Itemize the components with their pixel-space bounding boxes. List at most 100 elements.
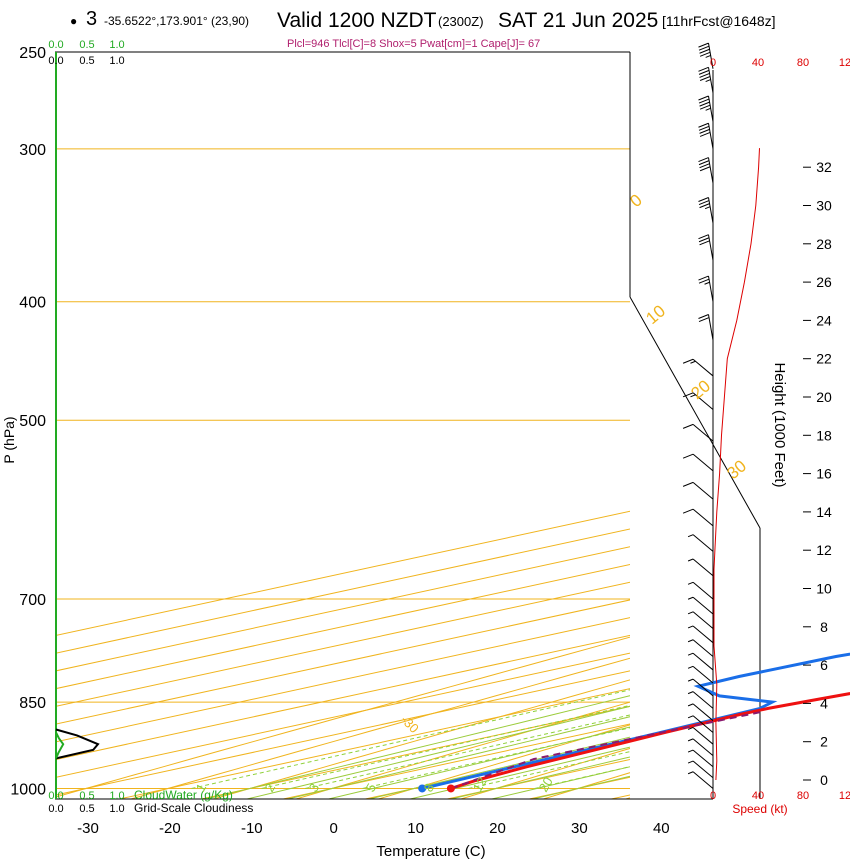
- wind-barb: [687, 581, 714, 600]
- dry-adiabat-label: 30: [723, 456, 750, 483]
- pressure-tick-label: 700: [19, 592, 46, 609]
- height-tick-label: 8: [820, 619, 828, 635]
- cloud-water-tick-bottom: 1.0: [109, 790, 124, 802]
- isotherm-line: [55, 634, 630, 761]
- dry-adiabat-line: [130, 657, 630, 799]
- wind-barb: [687, 691, 714, 709]
- temperature-tick-label: -10: [241, 820, 263, 837]
- moist-adiabat-line: [246, 705, 630, 799]
- cloudiness-tick-top: 1.0: [109, 55, 124, 67]
- wind-barb: [698, 95, 714, 122]
- isotherm-line: [55, 599, 630, 725]
- speed-tick-top: 12: [839, 57, 850, 69]
- temperature-line: [450, 692, 850, 790]
- isotherm-line: [447, 758, 630, 799]
- height-tick-label: 30: [816, 198, 832, 214]
- wind-barb: [687, 558, 714, 577]
- sounding-profiles: [55, 652, 850, 793]
- speed-tick-bottom: 0: [710, 790, 716, 802]
- speed-axis-title: Speed (kt): [732, 802, 787, 816]
- height-axis-title: Height (1000 Feet): [771, 362, 788, 487]
- temperature-tick-label: 20: [489, 820, 506, 837]
- pressure-tick-label: 1000: [10, 781, 46, 798]
- dry-adiabat-line: [378, 724, 630, 799]
- background-lines: [55, 52, 630, 799]
- dry-adiabat-line: [543, 772, 630, 799]
- pressure-tick-label: 300: [19, 142, 46, 159]
- cloud-water-profile: [55, 732, 65, 759]
- height-tick-label: 26: [816, 274, 832, 290]
- wind-barb: [687, 665, 714, 684]
- height-tick-label: 14: [816, 504, 832, 520]
- wind-barb: [682, 392, 714, 410]
- station-marker-icon: ●: [70, 14, 78, 28]
- dry-adiabat-line: [460, 747, 630, 799]
- wind-barb: [698, 197, 714, 224]
- mixing-ratio-label: 20: [536, 774, 556, 794]
- isotherm-line: [283, 723, 630, 799]
- height-tick-label: 28: [816, 236, 832, 252]
- dry-adiabat-line: [55, 636, 630, 798]
- wind-barb: [698, 275, 714, 302]
- surface-temperature-point: [446, 784, 455, 793]
- height-tick-label: 22: [816, 351, 832, 367]
- isotherm-line: [55, 670, 630, 796]
- cloudiness-tick-bottom: 0.0: [48, 803, 63, 815]
- cloud-water-tick-top: 0.0: [48, 39, 63, 51]
- wind-barb: [698, 66, 714, 93]
- cloud-water-tick-bottom: 0.0: [48, 790, 63, 802]
- wind-barb: [698, 234, 714, 261]
- x-axis-title: Temperature (C): [376, 843, 485, 860]
- wind-barb: [682, 453, 714, 472]
- isotherm-line: [55, 563, 630, 690]
- cloudiness-tick-top: 0.0: [48, 55, 63, 67]
- wind-barb: [698, 42, 714, 69]
- temperature-tick-label: -20: [159, 820, 181, 837]
- wind-barb: [687, 625, 714, 644]
- valid-time: Valid 1200 NZDT: [277, 9, 437, 32]
- dry-adiabat-label: 0: [626, 190, 645, 211]
- parcel-path: [450, 710, 765, 790]
- height-tick-label: 24: [816, 312, 832, 328]
- moist-adiabat-line: [287, 716, 630, 799]
- wind-barb: [698, 122, 714, 149]
- wind-barb: [682, 423, 714, 442]
- wind-panel: [682, 42, 760, 789]
- temperature-tick-label: 40: [653, 820, 670, 837]
- dry-adiabat-line: [213, 679, 630, 799]
- wind-barb: [687, 727, 714, 745]
- pressure-tick-label: 250: [19, 45, 46, 62]
- height-tick-label: 12: [816, 542, 832, 558]
- cloudiness-tick-bottom: 1.0: [109, 803, 124, 815]
- temperature-tick-label: 30: [571, 820, 588, 837]
- wind-barb: [682, 481, 714, 500]
- height-tick-label: 16: [816, 466, 832, 482]
- isotherm-line: [611, 794, 630, 799]
- stability-indices: Plcl=946 Tlcl[C]=8 Shox=5 Pwat[cm]=1 Cap…: [287, 38, 541, 50]
- pressure-tick-label: 850: [19, 695, 46, 712]
- speed-tick-bottom: 12: [839, 790, 850, 802]
- station-coordinates: -35.6522°,173.901° (23,90): [104, 14, 250, 28]
- valid-date: SAT 21 Jun 2025: [498, 9, 659, 32]
- wind-barb: [687, 639, 714, 657]
- cloud-water-tick-bottom: 0.5: [79, 790, 94, 802]
- cloud-water-legend: CloudWater (g/Kg): [134, 788, 233, 802]
- dry-adiabat-label: 10: [642, 301, 669, 328]
- moist-adiabat-line: [491, 766, 630, 799]
- wind-barb: [687, 760, 714, 779]
- dry-adiabat-line: [295, 701, 630, 799]
- wind-barb: [687, 715, 714, 733]
- station-number: 3: [86, 8, 98, 30]
- wind-barb: [687, 678, 714, 697]
- dry-adiabat-label: 20: [687, 376, 714, 403]
- y-axis-title: P (hPa): [1, 416, 17, 463]
- cloudiness-profile: [55, 728, 100, 760]
- speed-tick-top: 80: [797, 57, 809, 69]
- speed-tick-bottom: 40: [752, 790, 764, 802]
- wind-speed-line: [713, 148, 760, 781]
- cloud-water-tick-top: 1.0: [109, 39, 124, 51]
- temperature-tick-label: -30: [77, 820, 99, 837]
- wind-barb: [687, 652, 714, 671]
- wind-barb: [687, 534, 714, 552]
